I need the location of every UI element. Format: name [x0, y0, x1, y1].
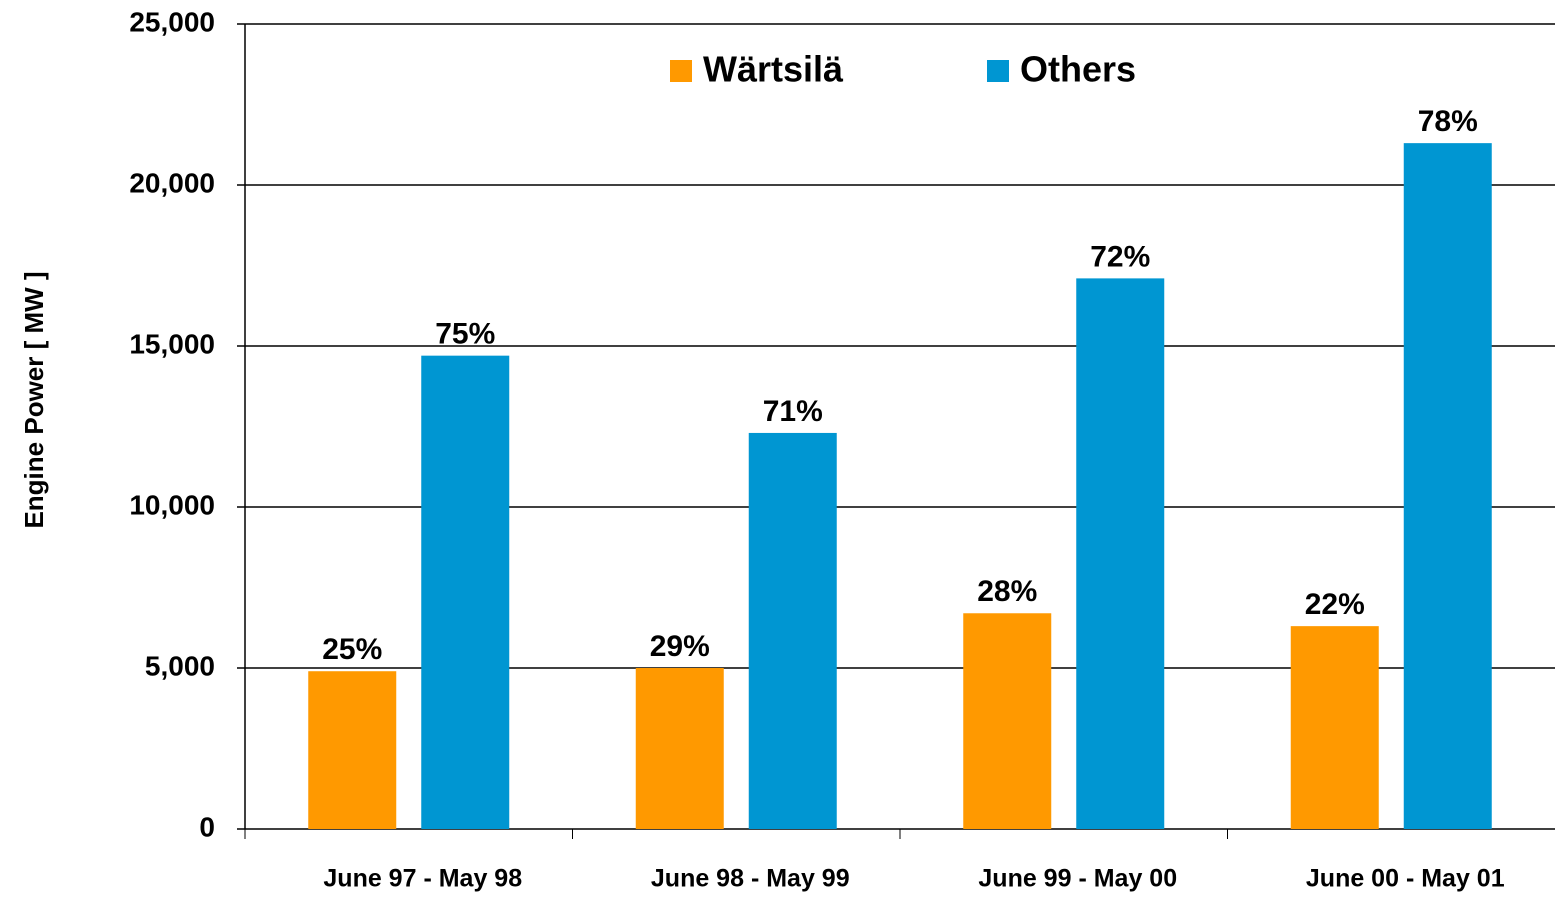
bar: [1076, 278, 1165, 829]
x-tick-label: June 99 - May 00: [978, 865, 1177, 893]
share-label: 25%: [322, 633, 382, 666]
y-tick-label: 5,000: [145, 650, 215, 681]
legend-swatch: [670, 60, 692, 82]
bar: [963, 613, 1052, 829]
y-tick-label: 10,000: [129, 489, 215, 520]
y-tick-label: 25,000: [129, 6, 215, 37]
bar: [1403, 143, 1492, 829]
y-tick-label: 20,000: [129, 167, 215, 198]
share-label: 28%: [977, 575, 1037, 608]
y-tick-label: 0: [199, 811, 215, 842]
bar: [1290, 626, 1379, 829]
legend-label: Others: [1020, 49, 1136, 90]
legend-swatch: [987, 60, 1009, 82]
share-label: 29%: [650, 630, 710, 663]
share-label: 78%: [1418, 105, 1478, 138]
share-label: 22%: [1305, 588, 1365, 621]
bar: [308, 671, 397, 829]
bar: [421, 355, 510, 829]
bar: [748, 432, 837, 829]
legend-label: Wärtsilä: [703, 49, 844, 90]
y-tick-label: 15,000: [129, 328, 215, 359]
y-axis-label: Engine Power [ MW ]: [19, 271, 49, 528]
bar: [635, 668, 724, 829]
x-tick-label: June 00 - May 01: [1306, 865, 1505, 893]
x-tick-label: June 97 - May 98: [323, 865, 522, 893]
share-label: 72%: [1090, 240, 1150, 273]
share-label: 71%: [763, 395, 823, 428]
x-tick-label: June 98 - May 99: [651, 865, 850, 893]
share-label: 75%: [435, 318, 495, 351]
